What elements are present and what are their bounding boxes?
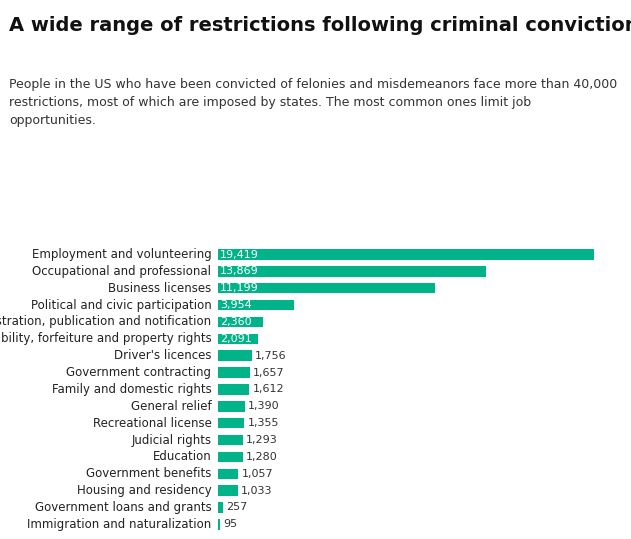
Text: 2,091: 2,091 — [220, 334, 252, 344]
Text: A wide range of restrictions following criminal convictions: A wide range of restrictions following c… — [9, 16, 631, 35]
Text: Housing and residency: Housing and residency — [76, 484, 211, 497]
Text: 95: 95 — [223, 520, 237, 529]
Bar — [218, 435, 243, 445]
Text: 1,612: 1,612 — [252, 384, 284, 395]
Text: 1,390: 1,390 — [248, 402, 280, 411]
Bar — [218, 519, 220, 529]
Text: 2,360: 2,360 — [220, 317, 252, 327]
Text: 1,033: 1,033 — [241, 486, 273, 495]
Text: Driver's licences: Driver's licences — [114, 349, 211, 362]
Bar — [218, 350, 252, 361]
Text: Civil fines, liability, forfeiture and property rights: Civil fines, liability, forfeiture and p… — [0, 333, 211, 345]
Text: 1,355: 1,355 — [247, 418, 279, 428]
Text: 13,869: 13,869 — [220, 266, 259, 277]
Text: Judicial rights: Judicial rights — [131, 433, 211, 446]
Bar — [218, 334, 258, 344]
Text: Political and civic participation: Political and civic participation — [31, 299, 211, 312]
Text: 1,657: 1,657 — [253, 368, 285, 377]
Bar — [218, 368, 250, 378]
Text: Registration, publication and notification: Registration, publication and notificati… — [0, 315, 211, 328]
Bar — [218, 283, 435, 293]
Text: Immigration and naturalization: Immigration and naturalization — [27, 518, 211, 531]
Text: 257: 257 — [226, 502, 247, 513]
Text: 11,199: 11,199 — [220, 284, 259, 293]
Text: Occupational and professional: Occupational and professional — [32, 265, 211, 278]
Text: 1,756: 1,756 — [255, 351, 287, 361]
Text: Government contracting: Government contracting — [66, 366, 211, 379]
Bar — [218, 401, 245, 411]
Text: 1,057: 1,057 — [242, 469, 273, 479]
Text: Government loans and grants: Government loans and grants — [35, 501, 211, 514]
Text: 1,280: 1,280 — [246, 452, 278, 462]
Text: Government benefits: Government benefits — [86, 467, 211, 480]
Text: Employment and volunteering: Employment and volunteering — [32, 248, 211, 261]
Text: Family and domestic rights: Family and domestic rights — [52, 383, 211, 396]
Text: 3,954: 3,954 — [220, 300, 252, 310]
Text: General relief: General relief — [131, 400, 211, 413]
Bar — [218, 486, 238, 496]
Bar — [218, 418, 244, 429]
Bar — [218, 317, 263, 327]
Text: 19,419: 19,419 — [220, 250, 259, 259]
Bar — [218, 300, 294, 310]
Text: Business licenses: Business licenses — [108, 282, 211, 295]
Text: 1,293: 1,293 — [246, 435, 278, 445]
Bar — [218, 502, 223, 513]
Text: Recreational license: Recreational license — [93, 417, 211, 430]
Bar — [218, 468, 238, 479]
Bar — [218, 250, 594, 260]
Bar — [218, 266, 487, 277]
Text: Education: Education — [153, 451, 211, 464]
Text: People in the US who have been convicted of felonies and misdemeanors face more : People in the US who have been convicted… — [9, 78, 618, 127]
Bar — [218, 384, 249, 395]
Bar — [218, 452, 242, 462]
